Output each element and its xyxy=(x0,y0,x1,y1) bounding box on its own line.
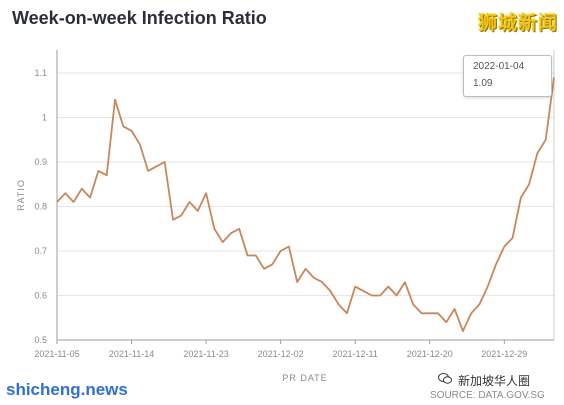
data-point xyxy=(221,241,223,243)
data-point xyxy=(536,152,538,154)
data-points xyxy=(56,76,555,332)
data-point xyxy=(362,290,364,292)
data-point xyxy=(553,76,555,78)
data-point xyxy=(503,245,505,247)
data-point xyxy=(495,263,497,265)
data-point xyxy=(445,321,447,323)
data-point xyxy=(213,228,215,230)
data-point xyxy=(470,312,472,314)
data-point xyxy=(379,294,381,296)
data-point xyxy=(114,99,116,101)
data-point xyxy=(437,312,439,314)
data-point xyxy=(238,228,240,230)
data-point xyxy=(188,201,190,203)
data-point xyxy=(528,183,530,185)
watermark-wechat: 新加坡华人圈 xyxy=(458,374,531,388)
data-point xyxy=(346,312,348,314)
data-point xyxy=(545,139,547,141)
data-point xyxy=(56,201,58,203)
wechat-icon xyxy=(438,373,452,384)
data-point xyxy=(511,236,513,238)
data-point xyxy=(230,232,232,234)
data-point xyxy=(163,161,165,163)
data-point xyxy=(172,219,174,221)
x-tick-label: 2021-11-23 xyxy=(183,349,228,359)
data-point xyxy=(404,281,406,283)
data-point xyxy=(279,250,281,252)
y-tick-label: 1 xyxy=(42,113,47,123)
axes xyxy=(56,50,554,344)
data-point xyxy=(106,174,108,176)
data-point xyxy=(321,281,323,283)
y-tick-label: 0.5 xyxy=(34,335,47,345)
data-point xyxy=(130,130,132,132)
x-tick-label: 2021-12-11 xyxy=(333,349,378,359)
y-tick-label: 0.7 xyxy=(34,246,47,256)
data-point xyxy=(246,254,248,256)
y-tick-label: 1.1 xyxy=(34,68,47,78)
data-point xyxy=(453,308,455,310)
data-point xyxy=(520,196,522,198)
data-point xyxy=(197,210,199,212)
data-point xyxy=(81,188,83,190)
y-tick-label: 0.8 xyxy=(34,202,47,212)
data-point xyxy=(97,170,99,172)
data-point xyxy=(429,312,431,314)
data-point xyxy=(304,268,306,270)
data-point xyxy=(122,125,124,127)
data-point xyxy=(337,303,339,305)
y-axis-label: RATIO xyxy=(16,179,26,211)
data-point xyxy=(478,303,480,305)
x-tick-label: 2021-11-14 xyxy=(109,349,154,359)
data-point xyxy=(64,192,66,194)
data-point xyxy=(205,192,207,194)
x-tick-label: 2021-12-02 xyxy=(258,349,304,359)
data-point xyxy=(387,285,389,287)
data-point xyxy=(462,330,464,332)
tooltip-value: 1.09 xyxy=(473,78,493,89)
data-point xyxy=(412,303,414,305)
data-point xyxy=(371,294,373,296)
tick-labels: 0.5 0.6 0.7 0.8 0.9 1 1.1 2021-11-05 2021-11-14 2… xyxy=(34,68,527,359)
data-point xyxy=(271,263,273,265)
x-tick-label: 2021-12-20 xyxy=(407,349,453,359)
data-point xyxy=(180,214,182,216)
data-point xyxy=(263,268,265,270)
x-axis-label: PR DATE xyxy=(282,373,327,383)
data-point xyxy=(354,285,356,287)
data-point xyxy=(155,165,157,167)
data-point xyxy=(487,285,489,287)
watermark-site: shicheng.news xyxy=(6,380,128,399)
y-tick-label: 0.9 xyxy=(34,157,47,167)
x-tick-label: 2021-12-29 xyxy=(481,349,527,359)
data-point xyxy=(147,170,149,172)
y-tick-label: 0.6 xyxy=(34,291,47,301)
brand-badge: 狮城新闻 xyxy=(478,13,559,34)
data-point xyxy=(139,143,141,145)
tooltip-date: 2022-01-04 xyxy=(473,61,525,72)
data-point xyxy=(420,312,422,314)
data-point xyxy=(395,294,397,296)
data-point xyxy=(313,277,315,279)
data-tooltip: 2022-01-04 1.09 xyxy=(463,55,552,97)
data-point xyxy=(288,245,290,247)
series-line xyxy=(56,77,555,333)
data-point xyxy=(72,201,74,203)
source-note: SOURCE: DATA.GOV.SG xyxy=(430,390,545,401)
data-point xyxy=(329,290,331,292)
ratio-series-line xyxy=(56,77,555,333)
data-point xyxy=(89,196,91,198)
chart-title: Week-on-week Infection Ratio xyxy=(12,8,267,28)
x-tick-label: 2021-11-05 xyxy=(34,349,79,359)
data-point xyxy=(296,281,298,283)
data-point xyxy=(255,254,257,256)
